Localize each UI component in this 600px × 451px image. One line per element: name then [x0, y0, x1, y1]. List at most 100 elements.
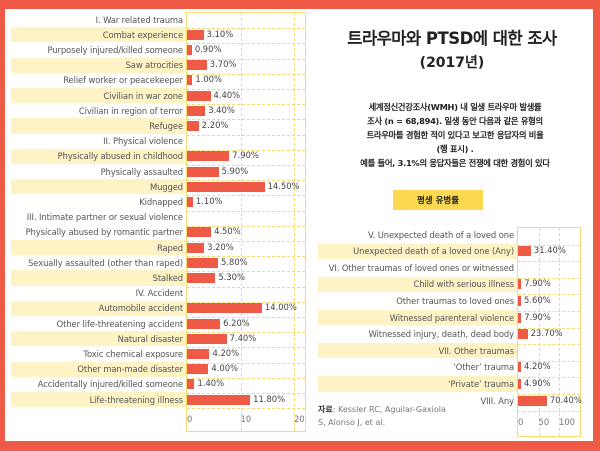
button-label: 평생 유병률 [416, 196, 460, 206]
data-bar[interactable] [187, 333, 227, 344]
chart-row: V. Unexpected death of a loved one [318, 227, 517, 242]
chart-row: Toxic chemical exposure [11, 346, 186, 361]
data-bar[interactable] [187, 364, 209, 375]
gridline [518, 311, 580, 312]
value-label: 31.40% [533, 245, 566, 256]
category-label: Mugged [149, 181, 183, 192]
gridline [518, 294, 580, 296]
gridline [187, 347, 305, 349]
gridline [187, 180, 305, 182]
category-label: Accidentally injured/killed someone [37, 379, 183, 390]
category-label: VI. Other traumas of loved ones or witne… [328, 262, 514, 273]
data-bar[interactable] [518, 395, 547, 406]
data-bar[interactable] [518, 296, 521, 306]
data-bar[interactable] [187, 29, 204, 40]
data-bar[interactable] [187, 379, 195, 390]
gridline [187, 104, 305, 106]
data-bar[interactable] [187, 257, 219, 268]
chart-row: Raped [11, 240, 186, 256]
data-bar[interactable] [187, 90, 211, 101]
axis-tick-label: 0 [518, 416, 524, 427]
value-label: 1.00% [195, 74, 222, 85]
gridline [518, 360, 580, 362]
data-bar[interactable] [187, 121, 199, 131]
chart-row: Natural disaster [11, 331, 186, 347]
data-bar[interactable] [187, 242, 205, 253]
data-bar[interactable] [187, 105, 206, 116]
chart-row: ‘Private’ trauma [318, 376, 517, 392]
gridline [518, 377, 580, 379]
data-bar[interactable] [187, 181, 265, 192]
value-label: 5.30% [218, 271, 245, 282]
description-line: 예를 들어, 3.1%의 응답자들은 전쟁에 대한 경험이 있다 [360, 158, 550, 168]
category-label: Physically abused by romantic partner [25, 227, 184, 238]
data-bar[interactable] [187, 151, 230, 162]
gridline [187, 271, 305, 273]
data-bar[interactable] [187, 394, 251, 405]
data-bar[interactable] [518, 379, 521, 389]
data-bar[interactable] [187, 75, 193, 86]
chart-row: VI. Other traumas of loved ones or witne… [318, 260, 517, 275]
category-label: Toxic chemical exposure [83, 348, 183, 359]
chart-row: Other life-threatening accident [11, 316, 186, 331]
gridline [538, 228, 540, 436]
axis-tick-label: 10 [240, 414, 252, 425]
plot-area [517, 227, 581, 437]
chart-row: Witnessed parenteral violence [318, 310, 517, 326]
description-line: 세계정신건강조사(WMH) 내 일생 트라우마 발생률 [368, 102, 542, 112]
gridline [187, 393, 305, 394]
value-label: 5.60% [524, 294, 551, 305]
chart-row: Physically abused by romantic partner [11, 225, 186, 240]
data-bar[interactable] [187, 318, 221, 329]
data-bar[interactable] [187, 303, 262, 314]
lifetime-prevalence-button[interactable]: 평생 유병률 [393, 190, 483, 210]
gridline [518, 410, 580, 412]
data-bar[interactable] [518, 362, 521, 373]
chart-row: II. Physical violence [11, 134, 186, 149]
axis-tick-label: 0 [187, 414, 193, 425]
value-label: 14.00% [264, 302, 297, 313]
gridline [187, 58, 305, 60]
data-bar[interactable] [187, 273, 216, 283]
gridline [518, 244, 580, 246]
data-bar[interactable] [518, 279, 522, 290]
category-label: VII. Other traumas [438, 345, 515, 356]
data-bar[interactable] [187, 166, 219, 177]
chart-row: ‘Other’ trauma [318, 360, 517, 375]
data-bar[interactable] [187, 349, 210, 359]
data-bar[interactable] [518, 329, 528, 340]
data-bar[interactable] [187, 197, 193, 207]
gridline [518, 277, 580, 279]
chart-row: Civilian in war zone [11, 88, 186, 104]
gridline [187, 89, 305, 90]
gridline [518, 327, 580, 329]
source-text: : Kessler RC, Aguilar-Gaxiola [332, 405, 446, 414]
gridline [518, 394, 580, 395]
title-year: (2017년) [419, 55, 485, 71]
left-bar-chart: I. War related trauma Combat experience 3.… [11, 12, 306, 433]
category-label: Civilian in war zone [103, 90, 183, 101]
gridline [187, 134, 305, 136]
chart-row: VIII. Any [318, 393, 517, 408]
data-bar[interactable] [187, 45, 192, 55]
chart-row: Accidentally injured/killed someone [11, 377, 186, 392]
category-label: Natural disaster [117, 333, 183, 344]
data-bar[interactable] [187, 60, 207, 71]
category-label: Unexpected death of a loved one (Any) [353, 246, 514, 257]
value-label: 4.90% [524, 377, 551, 388]
value-label: 23.70% [530, 328, 563, 339]
category-label: IV. Accident [135, 288, 184, 299]
gridline [559, 228, 560, 436]
data-bar[interactable] [518, 246, 531, 257]
category-label: Other traumas to loved ones [396, 295, 514, 306]
value-label: 5.80% [221, 256, 248, 267]
data-bar[interactable] [518, 312, 522, 323]
category-label: VIII. Any [480, 395, 514, 406]
chart-row: Sexually assaulted (other than raped) [11, 255, 186, 270]
chart-row: Physically abused in childhood [11, 148, 186, 164]
gridline [240, 13, 242, 432]
gridline [187, 241, 305, 242]
gridline [187, 301, 305, 303]
chart-row: Purposely injured/killed someone [11, 42, 186, 57]
data-bar[interactable] [187, 227, 212, 238]
